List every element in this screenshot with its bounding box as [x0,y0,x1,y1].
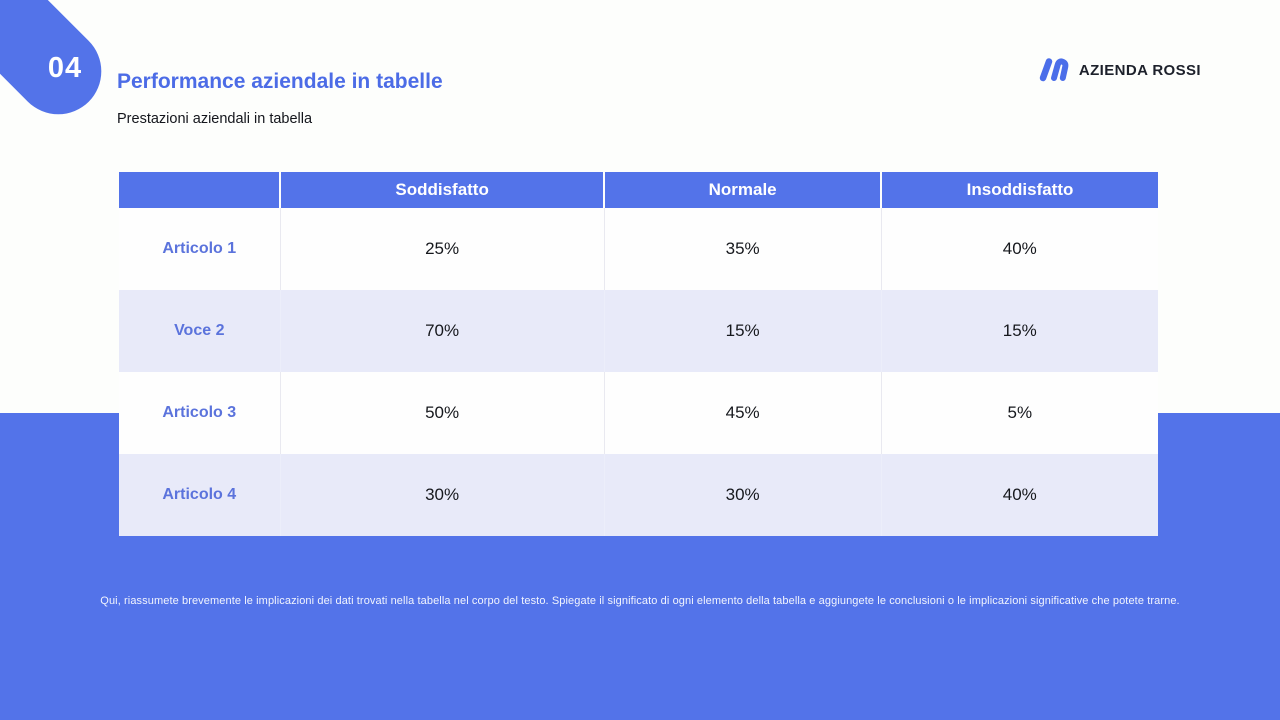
table-cell: 40% [881,454,1158,536]
row-label: Articolo 1 [119,208,281,290]
m-mark-icon [1037,56,1070,84]
brand-logo: AZIENDA ROSSI [1037,56,1201,84]
row-label: Voce 2 [119,290,281,372]
brand-name: AZIENDA ROSSI [1078,61,1201,79]
table-header-soddisfatto: Soddisfatto [280,172,606,208]
footer-note: Qui, riassumete brevemente le implicazio… [100,595,1180,607]
table-cell: 45% [604,372,882,454]
table-cell: 25% [280,208,605,290]
row-label: Articolo 4 [119,454,281,536]
table-cell: 40% [881,208,1158,290]
table-cell: 30% [604,454,882,536]
performance-table: Soddisfatto Normale Insoddisfatto Artico… [119,172,1158,536]
table-cell: 70% [280,290,605,372]
table-header-empty [119,172,282,208]
page-subtitle: Prestazioni aziendali in tabella [117,111,313,127]
table-cell: 30% [280,454,605,536]
table-header-insoddisfatto: Insoddisfatto [881,172,1158,208]
table-row: Articolo 3 50% 45% 5% [119,372,1158,454]
page-number: 04 [47,52,83,84]
table-header-row: Soddisfatto Normale Insoddisfatto [119,172,1158,208]
table-cell: 15% [881,290,1158,372]
table-cell: 50% [280,372,605,454]
table-header-normale: Normale [604,172,883,208]
table-cell: 15% [604,290,882,372]
table-row: Voce 2 70% 15% 15% [119,290,1158,372]
table-cell: 5% [881,372,1158,454]
table-row: Articolo 4 30% 30% 40% [119,454,1158,536]
table-cell: 35% [604,208,882,290]
page-title: Performance aziendale in tabelle [117,70,443,93]
row-label: Articolo 3 [119,372,281,454]
table-row: Articolo 1 25% 35% 40% [119,208,1158,290]
